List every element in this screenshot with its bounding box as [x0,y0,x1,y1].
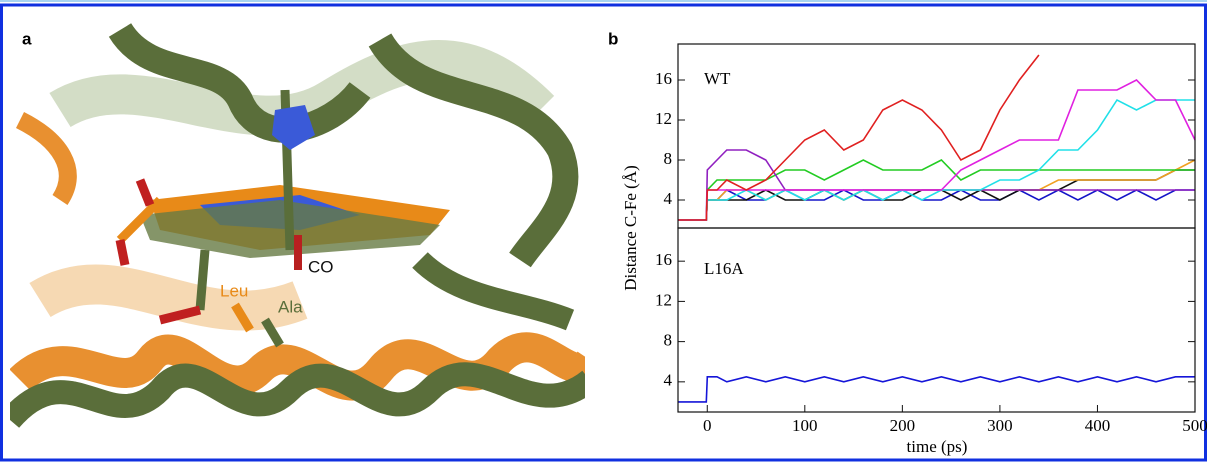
series-line [678,54,1040,221]
y-tick-label: 4 [664,189,673,208]
x-tick-label: 0 [703,416,712,435]
structure-image [10,22,585,455]
y-tick-label: 16 [655,250,672,269]
panel-title: WT [704,69,731,88]
y-tick-label: 16 [655,69,672,88]
x-tick-label: 200 [890,416,916,435]
series-line [678,79,1196,221]
frame [0,3,1207,462]
panel-label: a [22,29,32,48]
x-tick-label: 300 [987,416,1013,435]
x-tick-label: 500 [1182,416,1207,435]
series-line [678,98,1195,221]
series-line [678,375,1195,403]
y-tick-label: 4 [664,371,673,390]
panel-title: L16A [704,259,744,278]
y-tick-label: 8 [664,331,673,350]
x-tick-label: 400 [1085,416,1111,435]
annotation: Leu [220,281,248,300]
panel-label: b [608,29,618,48]
x-tick-label: 100 [792,416,818,435]
annotation: Ala [278,297,303,316]
series-line [678,159,1195,221]
plot-area [678,54,1196,221]
axes-frame [677,227,1196,413]
x-axis-label: time (ps) [907,437,968,456]
y-tick-label: 8 [664,149,673,168]
annotation: CO [308,257,334,276]
y-axis-label: Distance C-Fe (Å) [621,165,640,291]
y-tick-label: 12 [655,290,672,309]
plot-area [678,375,1195,403]
y-tick-label: 12 [655,109,672,128]
